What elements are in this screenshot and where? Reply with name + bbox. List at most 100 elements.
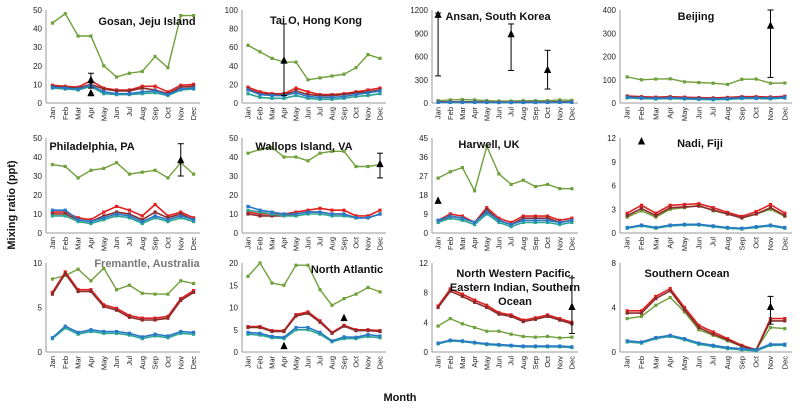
data-point-teal [191,332,196,336]
data-point-red [114,204,119,208]
data-point-maroon [102,305,106,309]
data-point-red [639,309,644,313]
x-tick-label: Oct [752,106,761,119]
x-tick-label: Dec [780,356,789,370]
data-point-green [725,82,730,86]
data-point-green [330,74,334,78]
data-point-green [460,165,465,170]
data-point-red [294,210,298,214]
x-tick-label: Dec [189,356,198,370]
data-point-blue [783,225,787,230]
series-line-maroon [437,290,573,325]
series-line-teal [52,215,194,225]
x-tick-label: Apr [280,106,289,118]
data-point-red [570,216,574,220]
data-point-blue [625,339,629,343]
data-point-blue [76,330,80,335]
data-point-green [76,34,80,38]
data-point-blue [570,100,574,104]
data-point-teal [294,214,298,218]
y-tick-label: 50 [33,6,42,15]
y-tick-label: 10 [33,80,42,89]
data-point-maroon [533,216,538,220]
data-point-maroon [306,311,310,315]
series-line-blue [627,96,785,100]
data-point-maroon [294,314,298,318]
x-tick-label: Aug [519,107,528,120]
x-tick-label: Dec [567,237,576,251]
data-point-blue [102,90,106,94]
data-point-red [460,292,465,296]
data-point-red [378,86,382,90]
x-tick-label: Nov [176,107,185,121]
data-point-maroon [682,205,687,209]
data-point-blue [460,339,465,343]
data-point-green [330,303,334,307]
data-point-green [63,164,67,169]
data-point-teal [63,326,67,330]
x-tick-label: Mar [268,107,277,120]
y-tick-label: 0 [38,348,43,357]
series-line-blue [627,334,785,351]
data-point-blue [533,344,538,348]
y-tick-label: 0 [612,229,617,238]
data-point-blue [50,85,55,89]
x-tick-label: Aug [723,107,732,120]
x-tick-label: Dec [780,237,789,251]
data-point-maroon [354,91,358,95]
x-tick-label: Jul [709,356,718,366]
data-point-blue [179,87,183,91]
data-point-maroon [270,329,274,334]
data-point-teal [179,216,183,220]
observation-marker [434,10,442,18]
data-point-green [306,159,310,163]
x-tick-label: Jun [304,107,313,119]
x-tick-label: Feb [61,237,70,250]
observation-marker [568,302,576,310]
y-tick-label: 200 [603,53,617,62]
data-point-teal [342,96,346,100]
data-point-green [270,56,274,60]
data-point-maroon [768,206,773,210]
data-point-blue [682,222,687,226]
data-point-red [246,85,250,89]
y-tick-label: 0 [612,99,617,108]
data-point-maroon [140,86,144,90]
x-tick-label: Jun [112,237,121,249]
x-tick-label: Jan [623,356,632,368]
data-point-teal [460,218,465,222]
x-tick-label: Apr [666,355,675,367]
data-point-blue [378,212,382,216]
x-tick-label: Apr [280,355,289,367]
data-point-blue [754,348,758,352]
y-tick-label: 50 [229,134,238,143]
x-tick-label: Oct [543,355,552,368]
data-point-maroon [50,212,55,216]
data-point-blue [246,330,250,335]
data-point-green [89,34,93,38]
x-tick-label: Dec [189,107,198,121]
data-point-maroon [153,318,157,322]
x-tick-label: Mar [458,237,467,250]
data-point-green [140,170,144,174]
data-point-green [50,163,55,167]
data-point-green [682,310,687,314]
data-point-blue [114,212,119,216]
data-point-blue [89,328,93,332]
x-tick-label: Jul [507,107,516,117]
y-tick-label: 30 [229,172,238,181]
data-point-teal [342,337,346,341]
data-point-green [448,98,452,102]
y-tick-label: 50 [33,134,42,143]
data-point-maroon [102,214,106,218]
data-point-blue [342,94,346,99]
data-point-maroon [472,300,477,304]
data-point-blue [533,100,538,104]
data-point-green [485,329,489,333]
data-point-red [460,214,465,218]
x-tick-label: May [482,107,491,121]
data-point-maroon [166,216,170,220]
data-point-maroon [191,84,196,88]
x-tick-label: Feb [637,356,646,369]
data-point-green [127,71,132,75]
